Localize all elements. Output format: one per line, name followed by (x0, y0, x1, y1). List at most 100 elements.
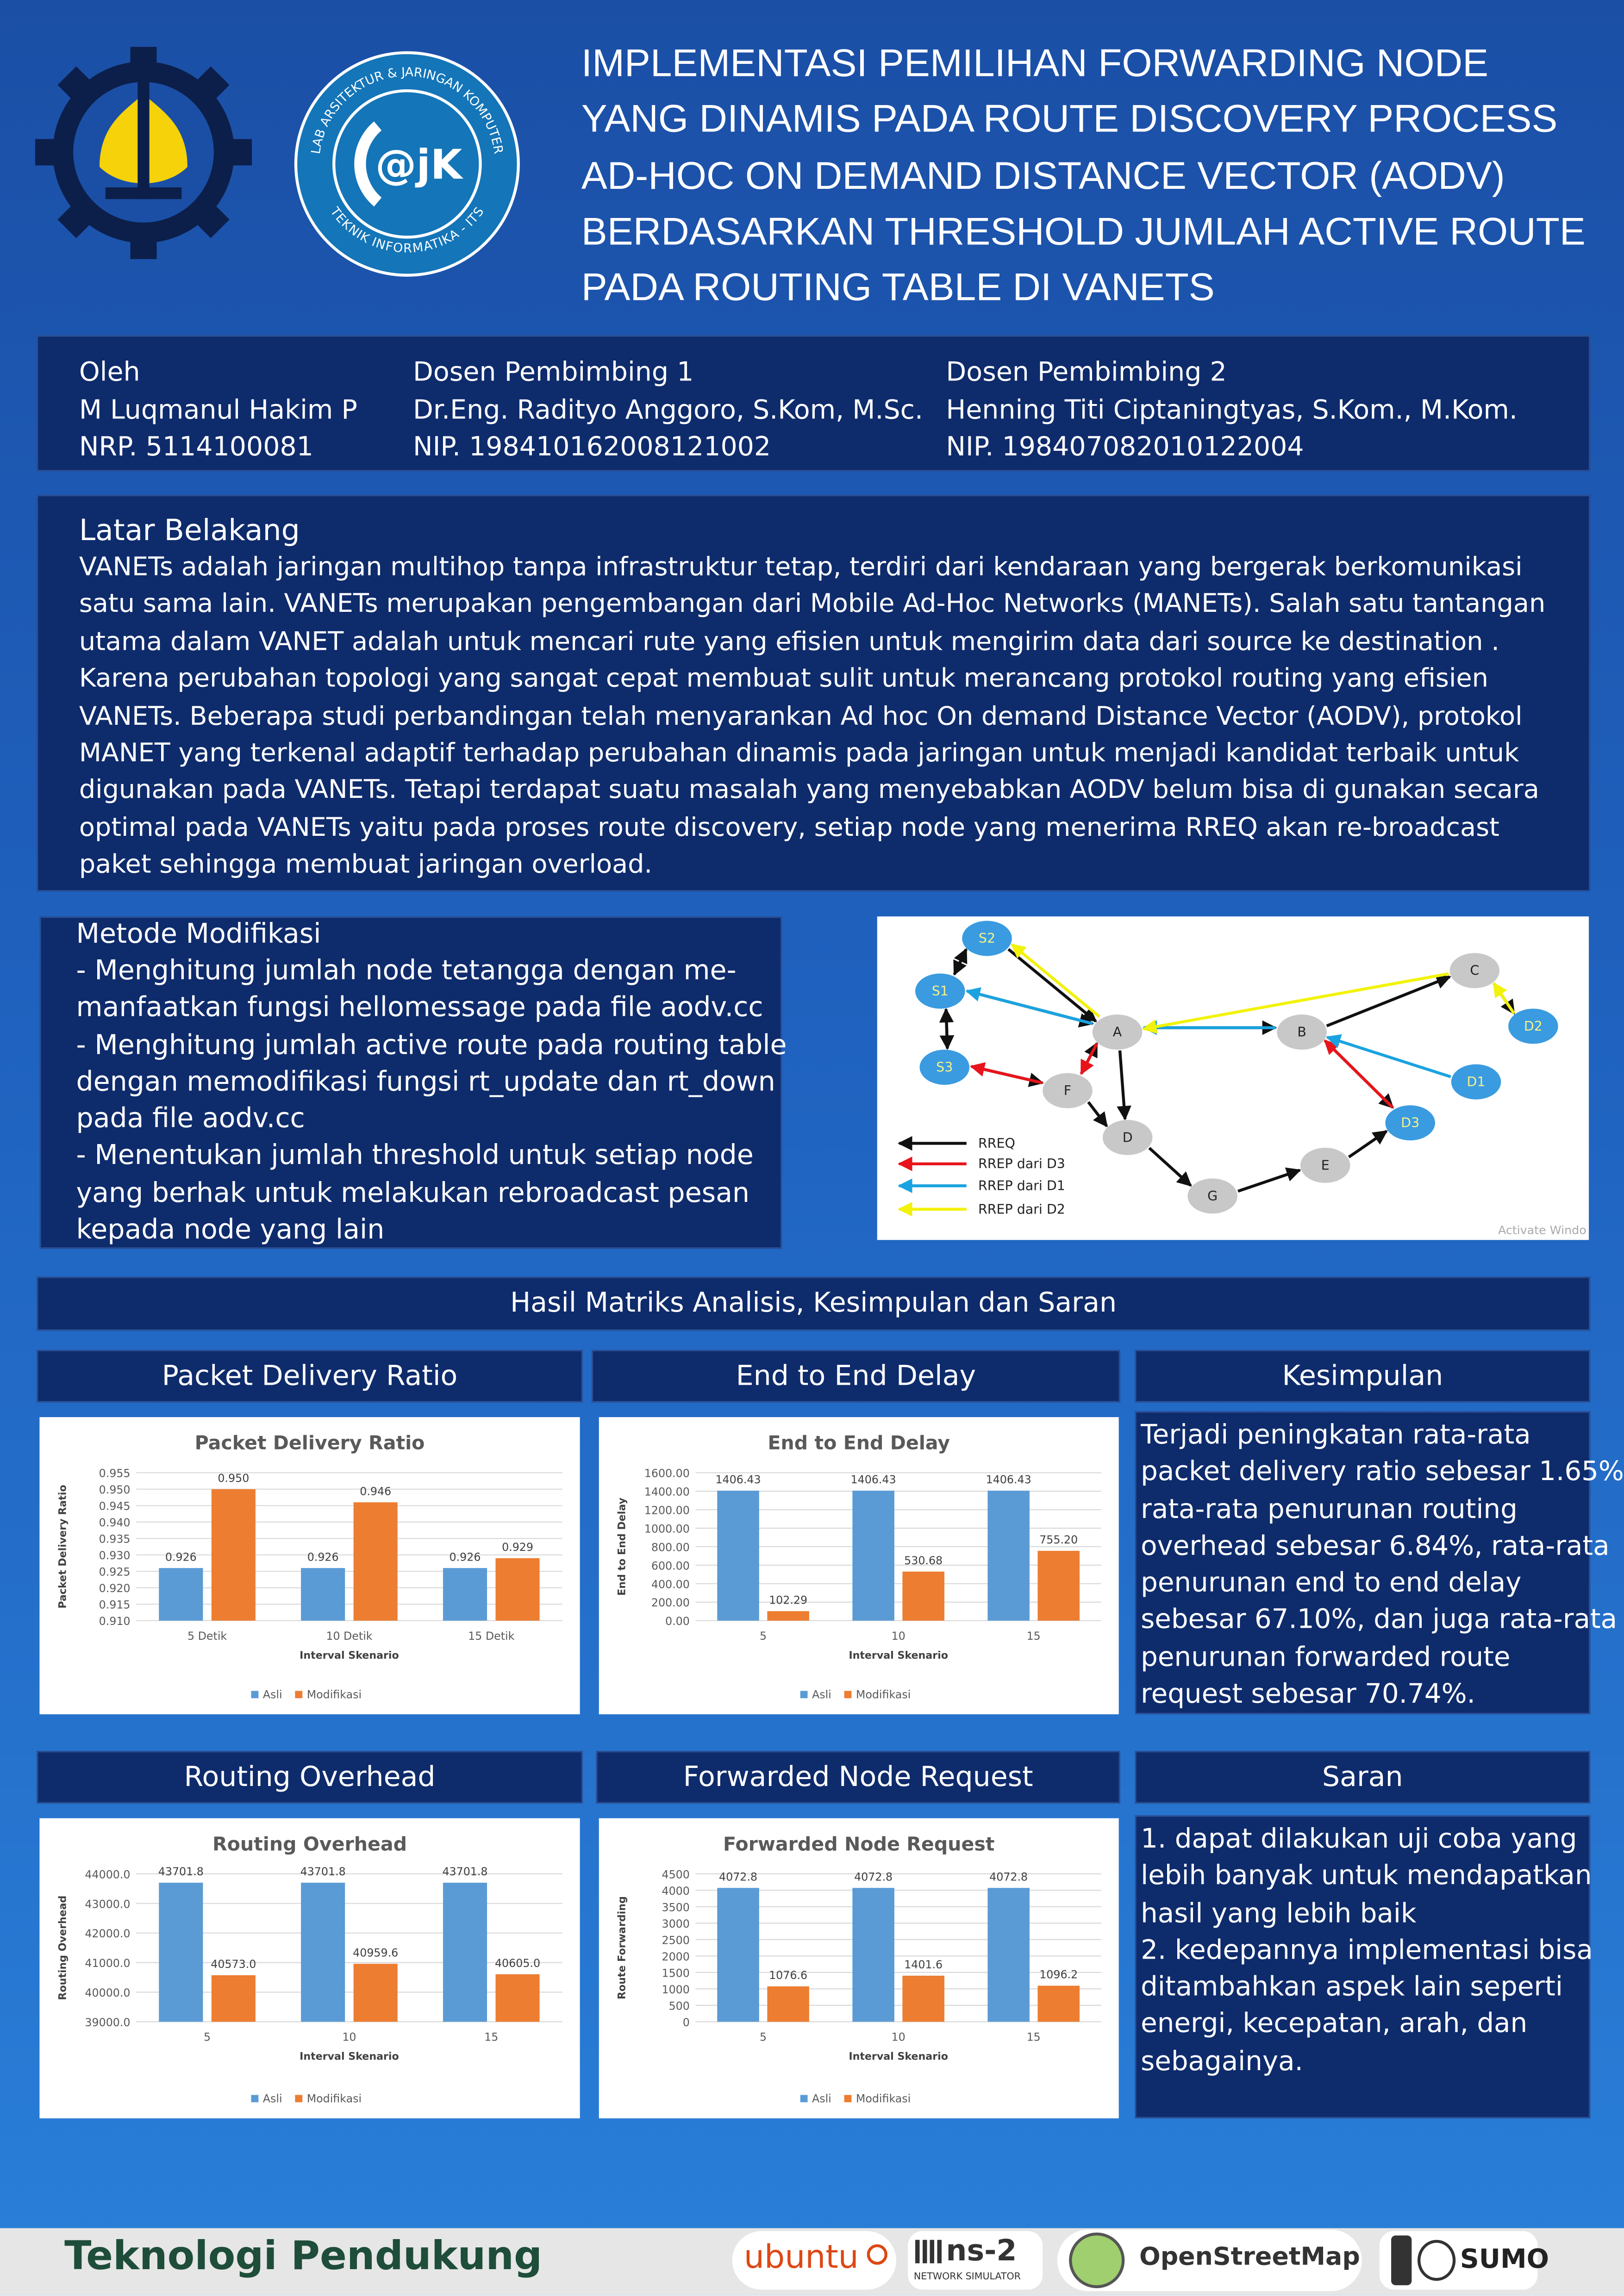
its-logo (35, 47, 252, 259)
legend-swatch (295, 1691, 303, 1699)
value-label: 0.950 (218, 1472, 249, 1485)
edge-arrow (1348, 1130, 1388, 1158)
text-line: Karena perubahan topologi yang sangat ce… (79, 665, 1488, 695)
background-box: Latar Belakang VANETs adalah jaringan mu… (37, 495, 1591, 892)
node (1277, 1014, 1327, 1050)
bar (767, 1611, 809, 1621)
bar (852, 1888, 894, 2022)
legend-label: RREQ (978, 1136, 1015, 1151)
x-tick-label: 15 (1027, 2031, 1041, 2044)
node-label: B (1297, 1025, 1306, 1040)
text-line: rata-rata penurunan routing (1141, 1494, 1518, 1525)
edge-arrow (1117, 1050, 1131, 1121)
text-line: energi, kecepatan, arah, dan (1141, 2009, 1528, 2040)
node (1300, 1147, 1350, 1183)
conclusion-text: Terjadi peningkatan rata-rata packet deli… (1141, 1417, 1624, 1713)
value-label: 43701.8 (442, 1865, 487, 1878)
x-tick-label: 15 (484, 2031, 498, 2044)
value-label: 4072.8 (989, 1870, 1028, 1883)
edge-arrow (1326, 975, 1451, 1027)
bar (1037, 1985, 1080, 2022)
text-line: paket sehingga membuat jaringan overload… (79, 851, 653, 880)
text-line: optimal pada VANETs yaitu pada proses ro… (79, 814, 1499, 843)
text-line: overhead sebesar 6.84%, rata-rata (1141, 1531, 1610, 1562)
x-tick-label: 10 (342, 2031, 356, 2044)
node (1449, 953, 1500, 989)
y-tick-label: 0.955 (99, 1467, 131, 1480)
method-text: - Menghitung jumlah node tetangga dengan… (76, 953, 787, 1249)
panel-heading: Forwarded Node Request (596, 1751, 1120, 1804)
legend-label: RREP dari D3 (978, 1156, 1065, 1171)
x-tick-label: 15 Detik (468, 1630, 514, 1643)
suggestion-box: 1. dapat dilakukan uji coba yang lebih ba… (1135, 1815, 1593, 2119)
y-axis-label: End to End Delay (616, 1497, 628, 1595)
text-line: manfaatkan fungsi hellomessage pada file… (76, 993, 763, 1024)
text-line: digunakan pada VANETs. Tetapi terdapat s… (79, 776, 1539, 806)
node (1451, 1064, 1501, 1100)
x-tick-label: 15 (1027, 1630, 1041, 1643)
legend-label: RREP dari D1 (978, 1178, 1065, 1194)
value-label: 4072.8 (854, 1870, 893, 1883)
node-label: E (1321, 1157, 1330, 1173)
bar (159, 1568, 203, 1621)
text-line: hasil yang lebih baik (1141, 1898, 1417, 1929)
bar (852, 1490, 894, 1621)
logo-osm: OpenStreetMap (1057, 2229, 1362, 2291)
chart-title: End to End Delay (768, 1432, 950, 1454)
logo-subtext: NETWORK SIMULATOR (913, 2271, 1021, 2283)
text-line: penurunan end to end delay (1141, 1568, 1522, 1599)
y-tick-label: 4500 (662, 1868, 689, 1881)
text-line: 2. kedepannya implementasi bisa (1141, 1935, 1593, 1966)
y-tick-label: 44000.0 (85, 1868, 130, 1881)
y-tick-label: 4000 (662, 1885, 689, 1898)
author-column: Dosen Pembimbing 2 Henning Titi Ciptaning… (946, 354, 1518, 466)
conclusion-box: Terjadi peningkatan rata-rata packet deli… (1135, 1411, 1624, 1715)
node (962, 921, 1012, 956)
y-tick-label: 0.915 (99, 1599, 131, 1612)
author-id: NIP. 198407082010122004 (946, 432, 1304, 463)
y-tick-label: 1400.00 (644, 1486, 690, 1499)
x-tick-label: 5 (204, 2031, 211, 2044)
value-label: 1076.6 (769, 1969, 807, 1982)
y-tick-label: 0.945 (99, 1500, 131, 1513)
y-tick-label: 39000.0 (85, 2016, 130, 2029)
bar (443, 1568, 487, 1621)
x-tick-label: 5 (760, 2031, 767, 2044)
legend-swatch (844, 1691, 852, 1699)
y-tick-label: 0.950 (99, 1483, 131, 1496)
author-name: Henning Titi Ciptaningtyas, S.Kom., M.Ko… (946, 394, 1518, 425)
x-axis-label: Interval Skenario (849, 2051, 948, 2063)
text-line: AD-HOC ON DEMAND DISTANCE VECTOR (AODV) (581, 153, 1505, 197)
author-name: Dr.Eng. Radityo Anggoro, S.Kom, M.Sc. (413, 394, 924, 425)
author-role: Dosen Pembimbing 1 (413, 357, 694, 388)
text-line: pada file aodv.cc (76, 1104, 305, 1135)
bar (987, 1490, 1030, 1621)
logo-icon (1069, 2232, 1125, 2289)
panel-heading: End to End Delay (591, 1350, 1120, 1403)
value-label: 40959.6 (353, 1946, 398, 1959)
text-line: utama dalam VANET adalah untuk mencari r… (79, 628, 1499, 657)
text-line: sebagainya. (1141, 2046, 1303, 2077)
node (915, 973, 965, 1009)
results-heading: Hasil Matriks Analisis, Kesimpulan dan S… (37, 1276, 1591, 1331)
y-axis-label: Route Forwarding (616, 1896, 628, 1999)
chart: Routing Overhead 39000.0 40000.0 41000.0 420… (39, 1818, 580, 2119)
y-tick-label: 600.00 (651, 1559, 690, 1572)
node-label: S3 (936, 1059, 953, 1075)
text-line: kepada node yang lain (76, 1215, 385, 1246)
bar (159, 1882, 203, 2022)
legend-label: Modifikasi (307, 2092, 362, 2105)
legend-swatch (800, 1691, 808, 1699)
text-line: - Menghitung jumlah node tetangga dengan… (76, 956, 737, 987)
text-line: dengan memodifikasi fungsi rt_update dan… (76, 1067, 775, 1098)
text-line: request sebesar 70.74%. (1141, 1679, 1475, 1710)
y-tick-label: 0.925 (99, 1566, 131, 1579)
logo-text: OpenStreetMap (1139, 2243, 1360, 2272)
edge-arrow (1148, 1147, 1192, 1187)
panel-heading: Packet Delivery Ratio (37, 1350, 583, 1403)
y-tick-label: 0.935 (99, 1533, 131, 1546)
legend-swatch (251, 1691, 259, 1699)
node-label: A (1113, 1025, 1122, 1040)
y-tick-label: 1200.00 (644, 1504, 690, 1517)
